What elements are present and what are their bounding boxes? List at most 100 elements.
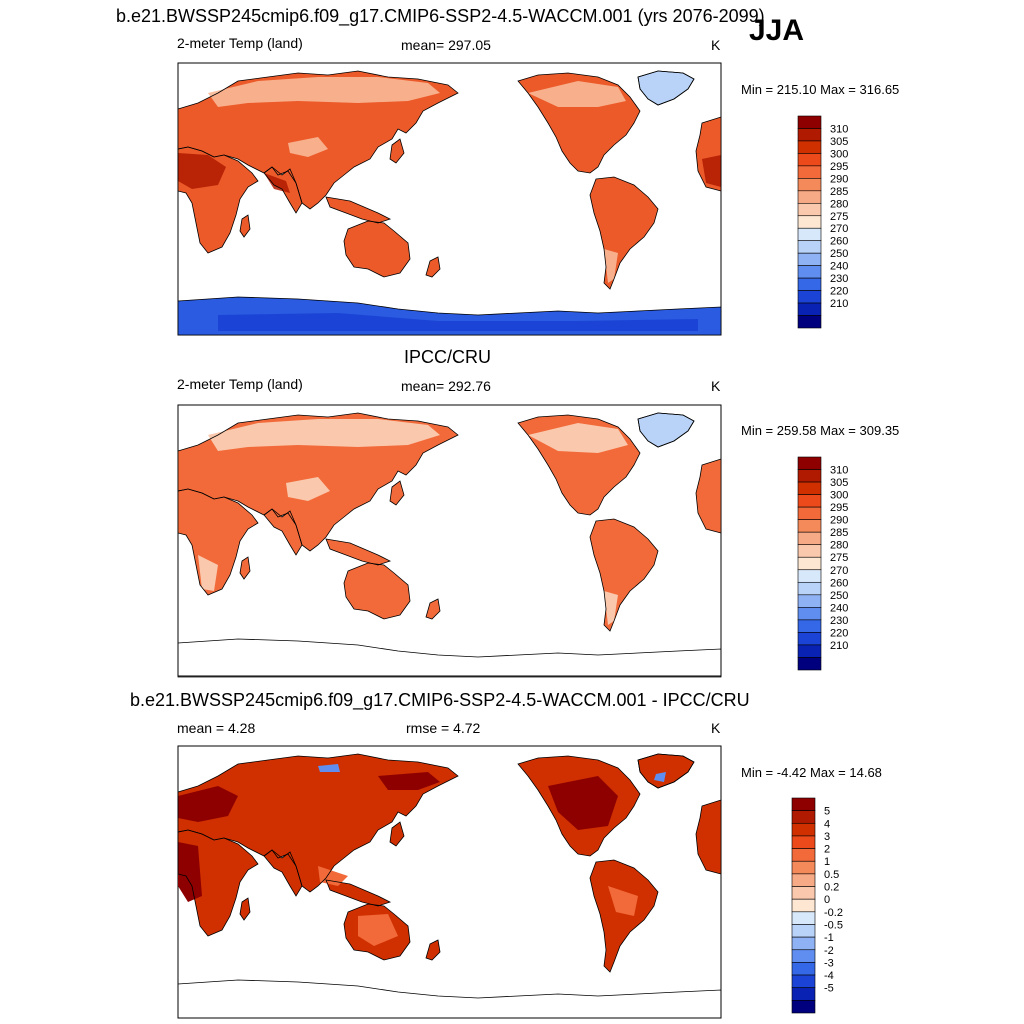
colorbar-box bbox=[797, 265, 822, 279]
colorbar-box bbox=[797, 153, 822, 167]
colorbar-box bbox=[791, 936, 816, 951]
colorbar-box bbox=[797, 128, 822, 142]
colorbar-box bbox=[797, 302, 822, 316]
colorbar-box bbox=[791, 810, 816, 824]
colorbar-box bbox=[797, 240, 822, 254]
panel3-hot-regions bbox=[178, 772, 618, 902]
panel3-mean-label: mean = 4.28 bbox=[177, 720, 256, 736]
colorbar-tick-label: 3 bbox=[824, 831, 830, 843]
colorbar-tick-label: 310 bbox=[830, 465, 848, 477]
colorbar-box bbox=[797, 581, 822, 596]
panel2-units-label: K bbox=[711, 378, 721, 394]
colorbar-box bbox=[797, 215, 822, 229]
panel3-units-label: K bbox=[711, 720, 721, 736]
colorbar-tick-label: 0.5 bbox=[824, 869, 839, 881]
colorbar-tick-label: 280 bbox=[830, 198, 848, 210]
colorbar-tick-label: 285 bbox=[830, 527, 848, 539]
colorbar-tick-label: 300 bbox=[830, 148, 848, 160]
panel2-map bbox=[177, 404, 722, 678]
colorbar-box bbox=[797, 607, 822, 621]
panel2-variable-label: 2-meter Temp (land) bbox=[177, 376, 303, 392]
colorbar-box bbox=[791, 987, 816, 1001]
colorbar-tick-label: 220 bbox=[830, 286, 848, 298]
colorbar-tick-label: -5 bbox=[824, 983, 834, 995]
panel3-moderate-regions bbox=[318, 866, 638, 946]
panel2-cool-regions bbox=[198, 419, 628, 625]
colorbar-tick-label: -3 bbox=[824, 957, 834, 969]
panel1-map bbox=[177, 62, 722, 336]
colorbar-box bbox=[797, 190, 822, 204]
colorbar-box bbox=[791, 860, 816, 875]
season-label: JJA bbox=[749, 14, 805, 47]
panel3-minmax-label: Min = -4.42 Max = 14.68 bbox=[741, 765, 882, 780]
colorbar-tick-label: 240 bbox=[830, 261, 848, 273]
panel1-mean-label: mean= 297.05 bbox=[401, 37, 491, 53]
colorbar-tick-label: 305 bbox=[830, 477, 848, 489]
colorbar-box bbox=[797, 140, 822, 154]
panel2-heading: IPCC/CRU bbox=[404, 347, 492, 367]
colorbar-tick-label: 275 bbox=[830, 552, 848, 564]
colorbar-tick-label: 240 bbox=[830, 602, 848, 614]
colorbar-tick-label: 260 bbox=[830, 236, 848, 248]
panel2-minmax-label: Min = 259.58 Max = 309.35 bbox=[741, 423, 900, 438]
colorbar-tick-label: -0.5 bbox=[824, 919, 843, 931]
panel3-map bbox=[177, 745, 722, 1019]
colorbar-box bbox=[797, 519, 822, 533]
colorbar-tick-label: 285 bbox=[830, 186, 848, 198]
colorbar-tick-label: 1 bbox=[824, 856, 830, 868]
colorbar-box bbox=[791, 848, 816, 862]
colorbar-box bbox=[791, 797, 816, 811]
colorbar-tick-label: -1 bbox=[824, 932, 834, 944]
colorbar-box bbox=[797, 227, 822, 242]
colorbar-tick-label: 230 bbox=[830, 615, 848, 627]
colorbar-tick-label: 2 bbox=[824, 844, 830, 856]
colorbar-box bbox=[791, 924, 816, 938]
colorbar-box bbox=[797, 506, 822, 520]
colorbar-box bbox=[797, 315, 822, 329]
panel1-antarctica bbox=[178, 297, 721, 335]
colorbar-tick-label: 275 bbox=[830, 211, 848, 223]
colorbar-box bbox=[797, 531, 822, 546]
colorbar-box bbox=[791, 911, 816, 925]
colorbar-box bbox=[797, 632, 822, 646]
colorbar-tick-label: -0.2 bbox=[824, 907, 843, 919]
colorbar-tick-label: 5 bbox=[824, 806, 830, 818]
colorbar-tick-label: 250 bbox=[830, 248, 848, 260]
colorbar-tick-label: 280 bbox=[830, 540, 848, 552]
colorbar-tick-label: 0 bbox=[824, 894, 830, 906]
colorbar-box bbox=[797, 277, 822, 291]
colorbar-tick-label: 290 bbox=[830, 515, 848, 527]
colorbar-box bbox=[791, 873, 816, 887]
colorbar-box bbox=[797, 544, 822, 558]
panel1-minmax-label: Min = 215.10 Max = 316.65 bbox=[741, 82, 900, 97]
colorbar-tick-label: 300 bbox=[830, 490, 848, 502]
colorbar-tick-label: 295 bbox=[830, 161, 848, 173]
panel2-mean-label: mean= 292.76 bbox=[401, 378, 491, 394]
panel3-rmse-label: rmse = 4.72 bbox=[406, 720, 481, 736]
colorbar-tick-label: 210 bbox=[830, 298, 848, 310]
colorbar-box bbox=[797, 556, 822, 571]
colorbar-box bbox=[797, 594, 822, 608]
colorbar-box bbox=[797, 481, 822, 495]
panel3-cool-strip bbox=[318, 764, 666, 782]
colorbar-box bbox=[791, 835, 816, 849]
colorbar-box bbox=[797, 569, 822, 583]
colorbar-box bbox=[797, 115, 822, 129]
panel3-heading: b.e21.BWSSP245cmip6.f09_g17.CMIP6-SSP2-4… bbox=[130, 690, 750, 710]
panel1-cool-regions bbox=[208, 77, 626, 283]
colorbar-tick-label: 295 bbox=[830, 502, 848, 514]
panel2-colorbar: 3103053002952902852802752702602502402302… bbox=[797, 456, 848, 671]
colorbar-box bbox=[791, 962, 816, 976]
colorbar-box bbox=[791, 974, 816, 989]
panel1-variable-label: 2-meter Temp (land) bbox=[177, 35, 303, 51]
colorbar-box bbox=[797, 202, 822, 217]
colorbar-box bbox=[797, 290, 822, 304]
colorbar-box bbox=[797, 178, 822, 192]
colorbar-tick-label: 210 bbox=[830, 640, 848, 652]
colorbar-box bbox=[797, 619, 822, 633]
colorbar-box bbox=[797, 469, 822, 483]
colorbar-box bbox=[797, 644, 822, 658]
panel1-units-label: K bbox=[711, 37, 721, 53]
